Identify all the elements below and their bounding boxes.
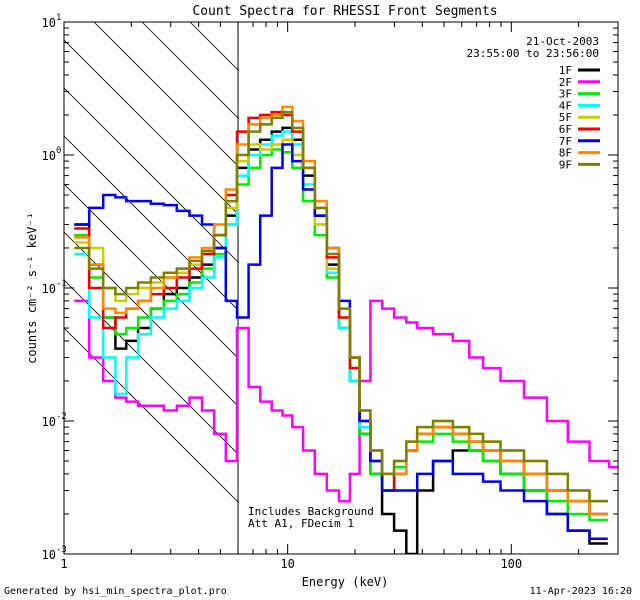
- footer-timestamp: 11-Apr-2023 16:20: [530, 586, 632, 597]
- y-tick-exponent: -1: [56, 279, 67, 289]
- series-line-8F: [74, 105, 608, 516]
- y-tick-label: 10: [42, 282, 56, 296]
- legend-date: 21-Oct-2003: [526, 35, 599, 48]
- annotation-background: Includes Background: [248, 505, 374, 518]
- y-tick-label: 10: [42, 149, 56, 163]
- footer-generated-by: Generated by hsi_min_spectra_plot.pro: [4, 586, 227, 597]
- legend-label-1F: 1F: [559, 64, 572, 77]
- series-line-5F: [74, 138, 608, 503]
- y-axis-label-group: counts cm⁻² s⁻¹ keV⁻¹: [25, 212, 39, 364]
- x-tick-label: 100: [500, 557, 522, 571]
- hatch-line: [141, 22, 239, 119]
- y-tick-exponent: -3: [56, 545, 67, 555]
- series-line-9F: [74, 110, 608, 503]
- legend-label-4F: 4F: [559, 99, 572, 112]
- axis-ticks: [63, 22, 619, 555]
- x-tick-label: 1: [60, 557, 67, 571]
- legend-label-7F: 7F: [559, 135, 572, 148]
- y-tick-exponent: 1: [56, 13, 61, 23]
- hatch-line: [64, 87, 239, 263]
- annotation-attenuator: Att A1, FDecim 1: [248, 517, 354, 530]
- series-line-2F: [74, 299, 618, 503]
- y-tick-label: 10: [42, 16, 56, 30]
- hatch-line: [64, 39, 239, 215]
- hatch-line: [93, 22, 239, 167]
- series-layer: [74, 105, 618, 554]
- legend-label-2F: 2F: [559, 76, 572, 89]
- legend-label-8F: 8F: [559, 147, 572, 160]
- x-axis-label: Energy (keV): [302, 575, 389, 589]
- series-line-7F: [74, 143, 608, 541]
- hatch-line: [64, 183, 239, 359]
- legend-label-9F: 9F: [559, 158, 572, 171]
- y-tick-label: 10: [42, 548, 56, 562]
- hatch-line: [64, 279, 239, 455]
- y-axis-label: counts cm⁻² s⁻¹ keV⁻¹: [25, 212, 39, 364]
- series-line-3F: [74, 148, 608, 522]
- hatch-line: [189, 22, 239, 71]
- legend-label-6F: 6F: [559, 123, 572, 136]
- series-line-6F: [74, 110, 608, 516]
- chart-title: Count Spectra for RHESSI Front Segments: [192, 4, 497, 19]
- legend-time-range: 23:55:00 to 23:56:00: [467, 47, 599, 60]
- y-tick-exponent: -2: [56, 412, 67, 422]
- shaded-energy-region: [64, 22, 239, 554]
- y-tick-label: 10: [42, 415, 56, 429]
- legend-label-5F: 5F: [559, 111, 572, 124]
- legend-label-3F: 3F: [559, 88, 572, 101]
- x-tick-label: 10: [280, 557, 294, 571]
- y-tick-exponent: 0: [56, 146, 61, 156]
- hatch-line: [64, 135, 239, 311]
